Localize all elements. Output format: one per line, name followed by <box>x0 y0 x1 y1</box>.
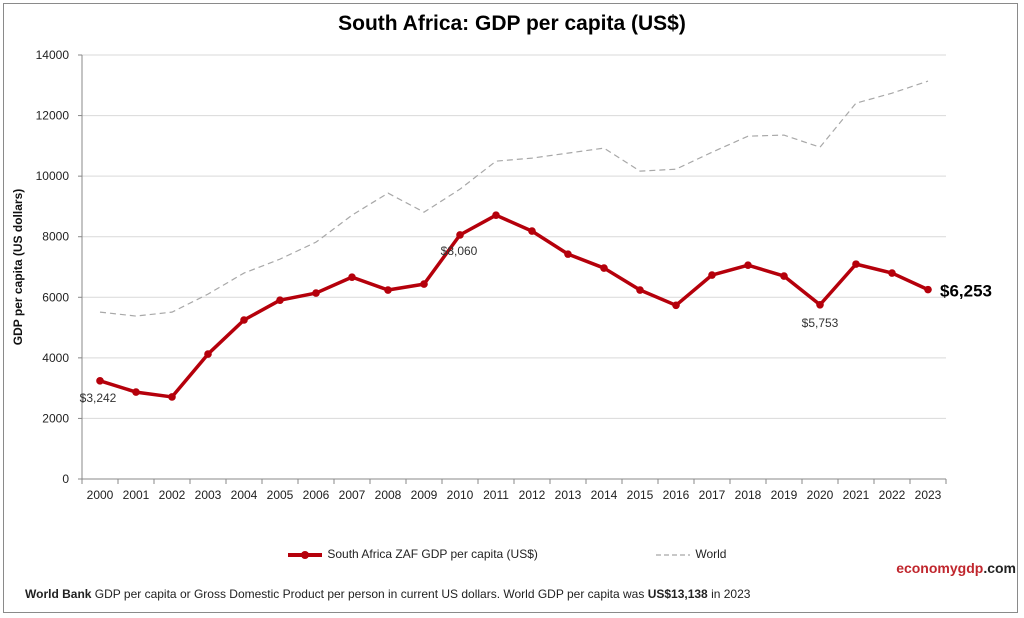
data-point-south-africa <box>564 250 572 258</box>
series-line-south-africa <box>99 213 929 399</box>
x-tick-label: 2008 <box>375 488 402 502</box>
x-tick-label: 2012 <box>519 488 546 502</box>
data-label: $6,253 <box>940 282 992 301</box>
legend-label-world: World <box>695 547 727 561</box>
x-tick-label: 2002 <box>159 488 186 502</box>
x-tick-label: 2023 <box>915 488 942 502</box>
series-line-world <box>99 80 929 317</box>
data-point-south-africa <box>708 271 716 279</box>
legend-swatch-world <box>656 554 690 556</box>
x-tick-label: 2001 <box>123 488 150 502</box>
y-tick-label: 4000 <box>42 351 69 365</box>
x-tick-label: 2018 <box>735 488 762 502</box>
chart-title: South Africa: GDP per capita (US$) <box>338 12 686 35</box>
data-point-south-africa <box>528 227 536 235</box>
data-point-south-africa <box>672 301 680 310</box>
data-point-south-africa <box>420 280 428 288</box>
y-tick-label: 10000 <box>36 169 70 183</box>
data-point-south-africa <box>384 286 392 294</box>
y-axis-label: GDP per capita (US dollars) <box>11 189 25 346</box>
footer-text: GDP per capita or Gross Domestic Product… <box>91 587 648 601</box>
x-tick-label: 2006 <box>303 488 330 502</box>
data-point-south-africa <box>96 377 104 385</box>
footer-world-value: US$13,138 <box>647 587 708 601</box>
data-label: $8,060 <box>441 244 478 258</box>
x-tick-label: 2003 <box>195 488 222 502</box>
x-tick-label: 2019 <box>771 488 798 502</box>
data-label: $3,242 <box>80 391 117 405</box>
data-point-south-africa <box>780 272 788 280</box>
data-point-south-africa <box>312 289 320 297</box>
x-tick-label: 2022 <box>879 488 906 502</box>
data-point-south-africa <box>924 285 932 294</box>
y-tick-label: 2000 <box>42 411 69 425</box>
x-tick-label: 2013 <box>555 488 582 502</box>
x-tick-label: 2004 <box>231 488 258 502</box>
data-point-south-africa <box>852 260 860 268</box>
x-tick-label: 2011 <box>483 488 509 502</box>
data-point-south-africa <box>492 211 500 220</box>
data-point-south-africa <box>348 273 356 281</box>
brand-logo: economygdp.com <box>896 560 1016 576</box>
x-tick-label: 2000 <box>87 488 114 502</box>
footer-note: World Bank GDP per capita or Gross Domes… <box>25 587 750 601</box>
x-tick-label: 2014 <box>591 488 618 502</box>
y-tick-label: 0 <box>62 472 69 486</box>
data-point-south-africa <box>888 269 896 277</box>
data-point-south-africa <box>456 231 464 239</box>
legend-label-south-africa: South Africa ZAF GDP per capita (US$) <box>327 547 538 561</box>
x-tick-label: 2017 <box>699 488 726 502</box>
data-point-south-africa <box>636 286 644 294</box>
x-tick-label: 2021 <box>843 488 870 502</box>
legend-item-world: World <box>656 547 726 561</box>
data-point-south-africa <box>600 264 608 272</box>
x-tick-label: 2020 <box>807 488 834 502</box>
footer-year: in 2023 <box>707 587 751 601</box>
data-point-south-africa <box>276 296 284 304</box>
y-tick-label: 6000 <box>42 290 69 304</box>
data-point-south-africa <box>204 350 212 358</box>
chart-frame <box>3 3 1018 613</box>
footer-source: World Bank <box>25 587 92 601</box>
data-point-south-africa <box>744 261 752 269</box>
legend-swatch-south-africa <box>288 550 322 559</box>
data-point-south-africa <box>132 388 140 396</box>
data-point-south-africa <box>168 393 176 401</box>
x-tick-label: 2009 <box>411 488 438 502</box>
x-tick-label: 2016 <box>663 488 690 502</box>
data-label: $5,753 <box>802 316 839 330</box>
y-tick-label: 8000 <box>42 230 69 244</box>
x-tick-label: 2015 <box>627 488 654 502</box>
data-point-south-africa <box>240 316 248 324</box>
legend-item-south-africa: South Africa ZAF GDP per capita (US$) <box>288 547 538 561</box>
data-point-south-africa <box>816 300 824 309</box>
x-tick-label: 2007 <box>339 488 366 502</box>
y-tick-label: 12000 <box>36 109 70 123</box>
y-tick-label: 14000 <box>36 48 70 62</box>
x-tick-label: 2005 <box>267 488 294 502</box>
x-tick-label: 2010 <box>447 488 474 502</box>
